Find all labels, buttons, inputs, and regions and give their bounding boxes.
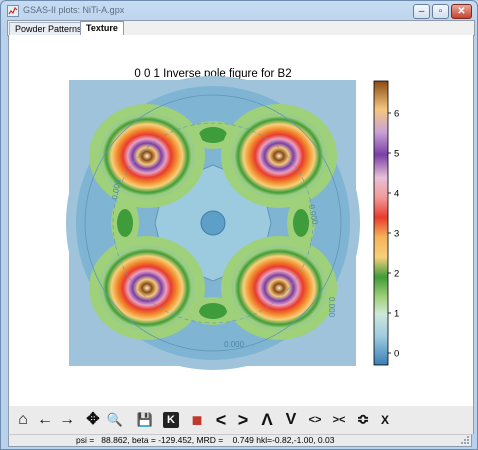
shift-left-icon[interactable]: < [215,410,227,430]
tab-bar: Powder Patterns Texture [7,20,475,36]
colorbar-tick-label: 0 [394,349,399,360]
title-bar[interactable]: GSAS-II plots: NiTi-A.gpx – ▫ ✕ [1,1,477,21]
contour-label: 0.000 [224,340,245,349]
colorbar-tick-label: 6 [394,109,399,120]
pole-figure-map: 0.000 0.000 0.000 0.000 [66,76,360,370]
close-button[interactable]: ✕ [451,4,472,19]
minimize-icon: – [418,6,425,17]
color-icon[interactable]: ■ [191,410,203,430]
plot-canvas[interactable]: 0 0 1 Inverse pole figure for B2 [8,35,474,406]
colorbar-tick-label: 5 [394,149,399,160]
colorbar [373,80,389,366]
shift-right-icon[interactable]: > [237,410,249,430]
app-icon [7,5,19,17]
colorbar-ticks: 0 1 2 3 4 5 6 [388,109,399,360]
colorbar-tick-label: 1 [394,309,399,320]
plot-toolbar: ⌂ ← → ✥ 🔍 💾 K ■ < > Λ V <> >< ≎ X [8,406,474,434]
zoom-icon[interactable]: 🔍 [106,412,124,427]
tab-texture[interactable]: Texture [80,21,124,36]
contour-label: 0.000 [327,297,336,318]
maximize-icon: ▫ [438,6,443,17]
status-text: psi = 88.862, beta = -129.452, MRD = 0.7… [76,435,335,445]
key-icon[interactable]: K [163,412,179,428]
tab-powder-patterns[interactable]: Powder Patterns [9,22,88,36]
maximize-button[interactable]: ▫ [432,4,449,19]
colorbar-tick-label: 3 [394,229,399,240]
save-icon[interactable]: 💾 [136,412,154,427]
close-icon: ✕ [457,6,466,17]
shrink-x-icon[interactable]: >< [332,414,346,426]
texture-peak [89,104,205,208]
forward-icon[interactable]: → [59,411,75,428]
texture-peak [221,104,337,208]
status-bar: psi = 88.862, beta = -129.452, MRD = 0.7… [8,434,472,447]
shift-up-icon[interactable]: Λ [261,410,273,429]
colorbar-tick-label: 2 [394,269,399,280]
minimize-button[interactable]: – [413,4,430,19]
shift-down-icon[interactable]: V [285,411,297,428]
shrink-y-icon[interactable]: X [380,413,389,427]
window-title: GSAS-II plots: NiTi-A.gpx [23,5,125,15]
colorbar-tick-label: 4 [394,189,399,200]
contour-label: 0.000 [307,204,319,226]
back-icon[interactable]: ← [37,411,53,428]
contour-label: 0.000 [110,179,122,201]
home-icon[interactable]: ⌂ [18,411,28,428]
texture-peak [89,236,205,340]
expand-y-icon[interactable]: ≎ [356,411,370,428]
pan-icon[interactable]: ✥ [86,411,100,428]
plot-title: 0 0 1 Inverse pole figure for B2 [134,68,291,80]
texture-peak [221,236,337,340]
pole-figure-plot: 0 0 1 Inverse pole figure for B2 [66,68,399,370]
resize-grip-icon[interactable] [461,436,470,445]
expand-x-icon[interactable]: <> [308,414,322,426]
